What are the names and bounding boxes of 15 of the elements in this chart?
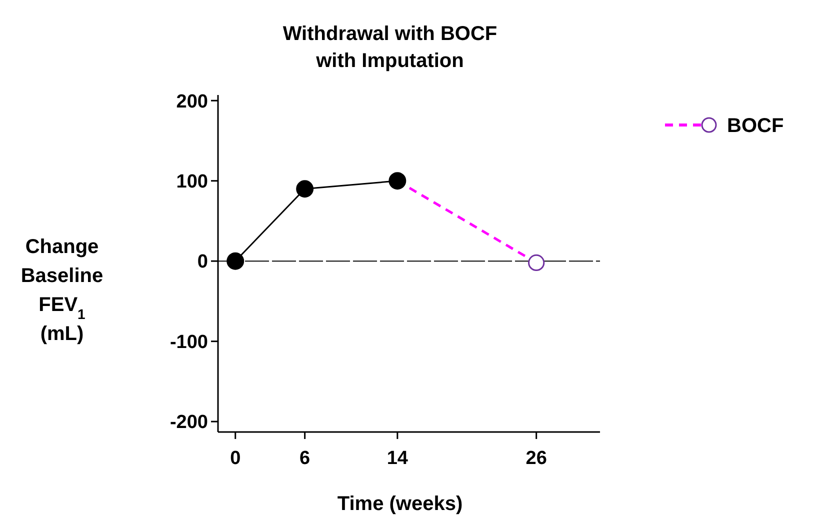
y-axis-title: Change Baseline FEV$_{1}$ (mL) [20,236,104,345]
y-tick-label: -200 [170,412,208,434]
y-tick-label: 0 [197,252,208,273]
x-tick-label: 0 [230,448,241,469]
x-axis-title: Time (weeks) [337,493,463,515]
x-tick-label: 6 [300,448,310,469]
point [296,180,314,198]
point [226,252,244,270]
x-tick-label: 26 [526,448,547,469]
y-tick-label: -100 [170,332,208,353]
y-tick-label: 100 [176,172,208,193]
legend-label: BOCF [727,115,784,137]
x-tick-label: 14 [386,448,408,469]
chart-title: Withdrawal with BOCF with Imputation [282,23,498,72]
y-tick-label: 200 [176,91,208,112]
